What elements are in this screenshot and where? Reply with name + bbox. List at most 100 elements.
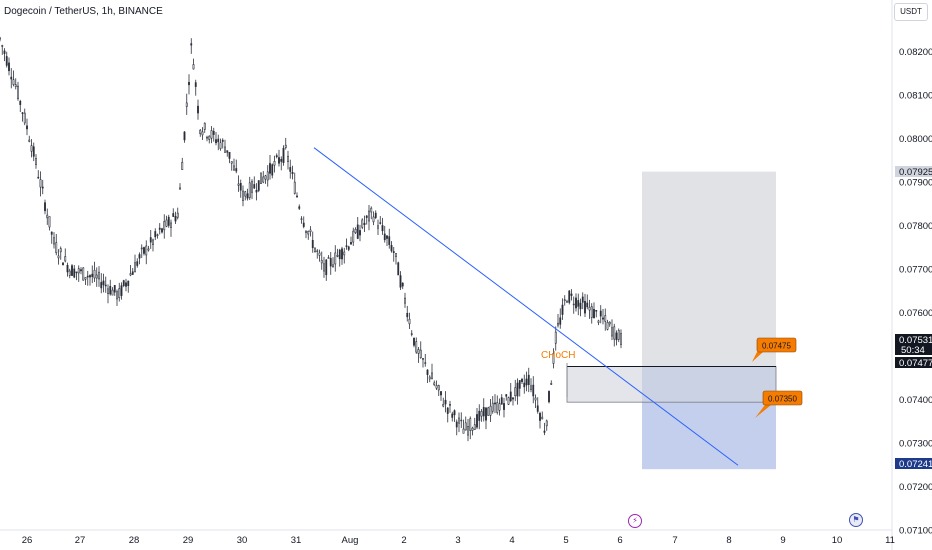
- candle: [10, 68, 13, 89]
- candle: [476, 408, 478, 430]
- candle: [55, 233, 58, 256]
- candle: [480, 409, 483, 422]
- candle: [368, 204, 370, 231]
- candle: [586, 294, 589, 310]
- candle: [309, 226, 312, 237]
- candle: [181, 157, 184, 170]
- candle: [152, 238, 154, 252]
- candle: [370, 206, 373, 220]
- candle: [93, 261, 96, 282]
- candle: [165, 215, 168, 228]
- candle: [1, 44, 4, 55]
- candle: [237, 175, 240, 192]
- price-tag-entry: 0.07477: [895, 357, 932, 369]
- candle: [381, 217, 384, 235]
- candle: [224, 139, 226, 153]
- candle: [334, 245, 337, 272]
- candle: [71, 264, 73, 276]
- candle: [23, 108, 26, 126]
- candle: [302, 216, 305, 229]
- candle: [318, 249, 321, 262]
- candle: [57, 249, 60, 265]
- candle: [194, 79, 197, 96]
- order-block-box[interactable]: [566, 366, 777, 403]
- candle: [253, 176, 256, 189]
- symbol-legend[interactable]: Dogecoin / TetherUS, 1h, BINANCE: [4, 6, 163, 17]
- candle: [451, 411, 454, 422]
- time-axis-ticks: 26 27 28 29 30 31 Aug 2 3 4 5 6 7 8 9 10 11: [22, 535, 895, 546]
- price-tick-label: 0.07200: [899, 482, 932, 493]
- candle: [527, 367, 530, 393]
- candle: [203, 122, 206, 133]
- candle: [534, 394, 537, 408]
- candle: [386, 234, 388, 246]
- price-tag-position-top: 0.07925: [895, 166, 932, 178]
- candle: [350, 236, 352, 245]
- candle: [104, 276, 107, 293]
- candle: [28, 135, 31, 143]
- candle: [415, 337, 418, 354]
- country-flag-icon[interactable]: ⚑: [849, 513, 863, 527]
- svg-text:0.07925: 0.07925: [899, 167, 932, 178]
- candle: [242, 185, 244, 207]
- price-tick-label: 0.08200: [899, 47, 932, 58]
- lightning-icon[interactable]: ⚡: [628, 514, 642, 528]
- candle: [343, 247, 346, 264]
- candle: [156, 233, 159, 239]
- candle: [201, 127, 204, 140]
- time-tick-label: 11: [885, 535, 895, 546]
- candle: [433, 380, 436, 387]
- candle: [568, 289, 571, 305]
- candle: [431, 363, 433, 380]
- price-tag-last: 0.07531 50:34: [895, 334, 932, 356]
- candle: [98, 266, 100, 287]
- candle: [107, 284, 109, 304]
- time-tick-label: 4: [509, 535, 514, 546]
- candle: [559, 308, 562, 329]
- candle: [523, 374, 526, 394]
- candle: [197, 99, 199, 120]
- candle: [233, 158, 235, 171]
- candle: [485, 407, 487, 430]
- candle: [361, 218, 364, 230]
- candle: [530, 378, 532, 393]
- candle: [316, 248, 319, 259]
- candle: [0, 36, 1, 42]
- candle: [3, 48, 6, 62]
- candle: [143, 246, 145, 256]
- candle: [491, 396, 494, 414]
- callout-upper[interactable]: 0.07475: [752, 337, 797, 362]
- candle: [35, 154, 37, 169]
- candle: [39, 171, 42, 197]
- candle: [323, 256, 325, 278]
- candle: [122, 279, 125, 288]
- candle: [413, 337, 415, 348]
- candle: [131, 268, 134, 275]
- candle: [341, 246, 343, 265]
- candle: [424, 353, 427, 367]
- position-upper-zone[interactable]: [642, 171, 776, 367]
- candle: [116, 289, 118, 307]
- candle: [12, 70, 15, 87]
- candle: [48, 216, 51, 231]
- candle: [478, 404, 481, 430]
- candle: [266, 165, 269, 187]
- candle: [129, 264, 132, 277]
- trendline[interactable]: [313, 147, 739, 466]
- callout-lower[interactable]: 0.07350: [755, 390, 803, 418]
- candle: [444, 391, 447, 413]
- price-tick-label: 0.07900: [899, 178, 932, 189]
- candle: [516, 378, 519, 405]
- time-tick-label: Aug: [342, 535, 359, 546]
- candle: [273, 155, 276, 173]
- candle: [428, 375, 431, 383]
- candle: [307, 230, 310, 240]
- candle: [82, 267, 85, 281]
- candle: [199, 129, 202, 137]
- time-tick-label: 6: [617, 535, 622, 546]
- candle: [289, 159, 292, 179]
- currency-button[interactable]: USDT: [894, 3, 928, 21]
- candle: [356, 216, 359, 240]
- candle: [552, 348, 555, 369]
